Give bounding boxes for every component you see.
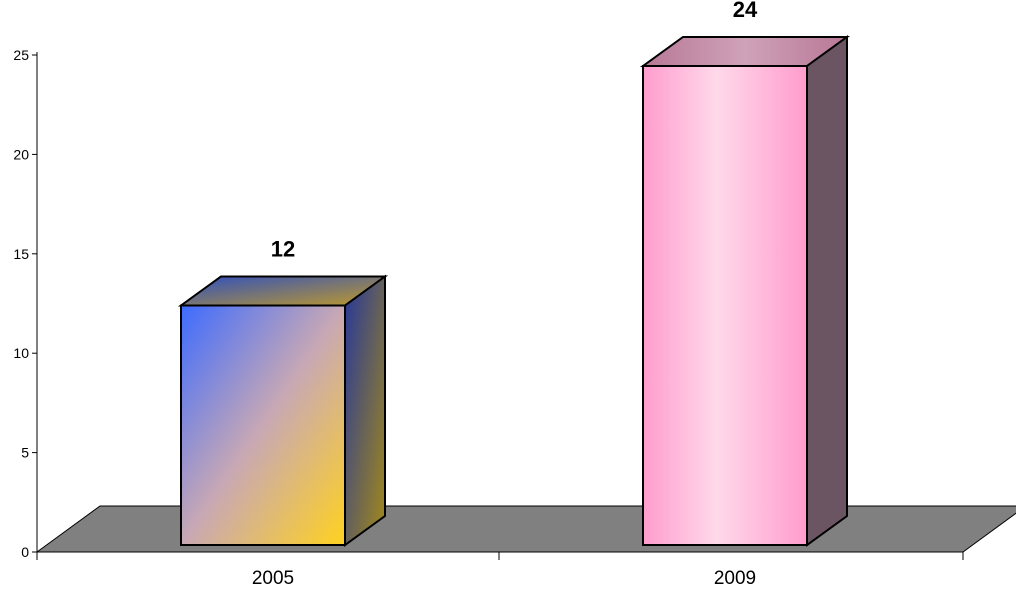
y-tick-label: 20 <box>13 146 29 162</box>
bar-2005 <box>177 274 389 547</box>
y-tick-label: 10 <box>13 345 29 361</box>
data-label-2009: 24 <box>733 0 758 22</box>
bar-2009 <box>639 35 851 547</box>
bar-front <box>642 65 808 546</box>
y-tick-label: 0 <box>21 544 29 560</box>
y-tick-label: 25 <box>13 47 29 63</box>
y-tick-label: 15 <box>13 246 29 262</box>
bar-side <box>344 274 386 547</box>
x-tick-label-2009: 2009 <box>714 568 756 589</box>
bar-side <box>806 35 848 547</box>
bar-front <box>180 304 346 546</box>
y-tick-label: 5 <box>21 445 29 461</box>
x-tick-label-2005: 2005 <box>252 568 294 589</box>
data-label-2005: 12 <box>271 237 295 262</box>
